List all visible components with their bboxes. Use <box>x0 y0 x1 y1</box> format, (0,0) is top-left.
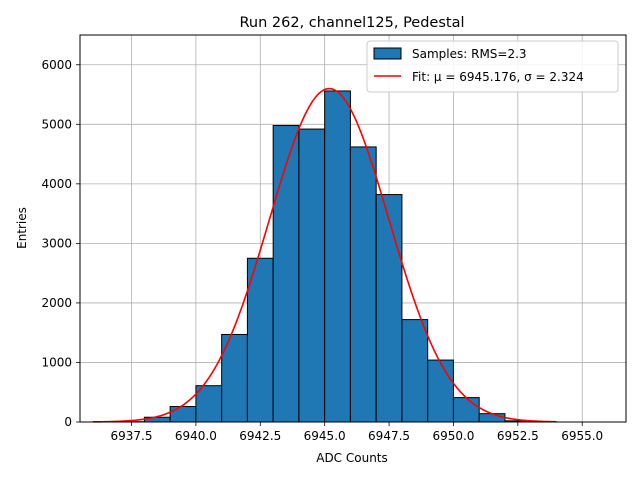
legend: Samples: RMS=2.3 Fit: μ = 6945.176, σ = … <box>366 40 619 93</box>
legend-label-samples: Samples: RMS=2.3 <box>412 47 527 61</box>
histogram-bar <box>427 359 454 423</box>
legend-label-fit: Fit: μ = 6945.176, σ = 2.324 <box>412 70 584 84</box>
y-tick-label: 4000 <box>41 177 72 191</box>
y-tick-label: 6000 <box>41 58 72 72</box>
histogram-bar <box>478 413 506 423</box>
x-tick-label: 6955.0 <box>561 429 603 443</box>
x-tick-label: 6950.0 <box>432 429 474 443</box>
histogram-bar <box>375 194 403 423</box>
histogram-bar <box>298 128 326 423</box>
y-tick-label: 1000 <box>41 355 72 369</box>
y-tick-label: 2000 <box>41 296 72 310</box>
fit-curve <box>92 87 557 423</box>
histogram-bar <box>349 146 377 423</box>
y-axis-label: Entries <box>15 207 29 249</box>
x-axis-label: ADC Counts <box>316 451 388 465</box>
histogram-bar <box>324 90 351 423</box>
legend-box <box>366 40 619 93</box>
x-tick-label: 6952.5 <box>497 429 539 443</box>
x-tick-label: 6945.0 <box>304 429 346 443</box>
x-tick-label: 6940.0 <box>175 429 217 443</box>
chart-title: Run 262, channel125, Pedestal <box>239 15 464 31</box>
y-tick-label: 3000 <box>41 236 72 250</box>
x-axis-ticks: 6937.5 6940.0 6942.5 6945.0 6947.5 6950.0 6952… <box>111 422 603 443</box>
x-tick-label: 6947.5 <box>368 429 410 443</box>
x-tick-label: 6942.5 <box>239 429 281 443</box>
plot-frame <box>79 34 627 423</box>
y-tick-label: 0 <box>64 415 72 429</box>
histogram-bar <box>246 257 274 423</box>
x-tick-label: 6937.5 <box>111 429 153 443</box>
y-axis-ticks: 0 1000 2000 3000 4000 5000 6000 <box>41 58 80 429</box>
histogram-bar <box>401 319 429 423</box>
histogram-bar <box>195 385 223 423</box>
histogram-bar <box>452 397 480 423</box>
legend-swatch-samples <box>373 47 402 60</box>
y-tick-label: 5000 <box>41 117 72 131</box>
histogram-bars <box>118 90 532 423</box>
histogram-bar <box>169 406 197 423</box>
histogram-bar <box>272 124 300 423</box>
